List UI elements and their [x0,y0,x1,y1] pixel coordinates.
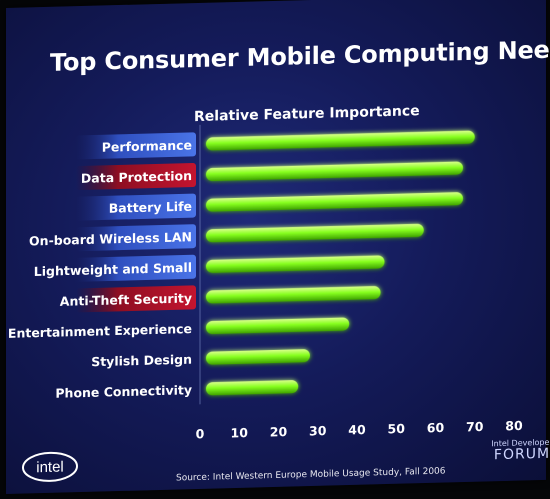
bar [206,286,381,304]
intel-logo: intel [22,451,78,482]
category-label-background [76,193,196,221]
x-tick-label: 60 [427,420,445,435]
category-label-background [76,132,196,160]
bar [206,317,350,334]
bar [206,380,299,396]
category-label: Anti-Theft Security [60,290,192,308]
bar [206,255,385,273]
category-label-background [76,285,196,313]
logo-text: intel [36,458,64,476]
x-tick-label: 10 [231,425,249,440]
x-tick-label: 20 [270,424,288,439]
category-label: Stylish Design [91,352,192,370]
bar [206,349,310,365]
category-label-background [76,224,196,252]
bar [206,161,463,181]
x-tick-label: 80 [505,418,523,433]
bar-chart: Performance Data Protection Battery Life On… [8,124,523,441]
x-tick-label: 70 [466,419,484,434]
x-tick-label: 0 [196,426,205,441]
category-label: Performance [102,137,192,154]
category-label-background [76,254,196,282]
bar [206,192,463,212]
x-tick-label: 40 [348,422,366,437]
bar [206,130,475,151]
forum-main-text: FORUM [493,445,550,464]
developer-forum-logo: Intel Developer FORUM [490,438,550,464]
category-label: Entertainment Experience [8,321,192,341]
category-label: Lightweight and Small [34,260,192,279]
category-label-background [76,163,196,190]
bar [206,223,424,243]
x-tick-label: 30 [309,423,327,438]
category-label: Phone Connectivity [55,382,192,401]
presentation-slide: Top Consumer Mobile Computing Needs Rela… [6,0,550,495]
category-label: On-board Wireless LAN [29,229,192,248]
category-label: Battery Life [109,199,192,216]
category-label: Data Protection [81,168,192,186]
x-tick-label: 50 [388,421,406,436]
